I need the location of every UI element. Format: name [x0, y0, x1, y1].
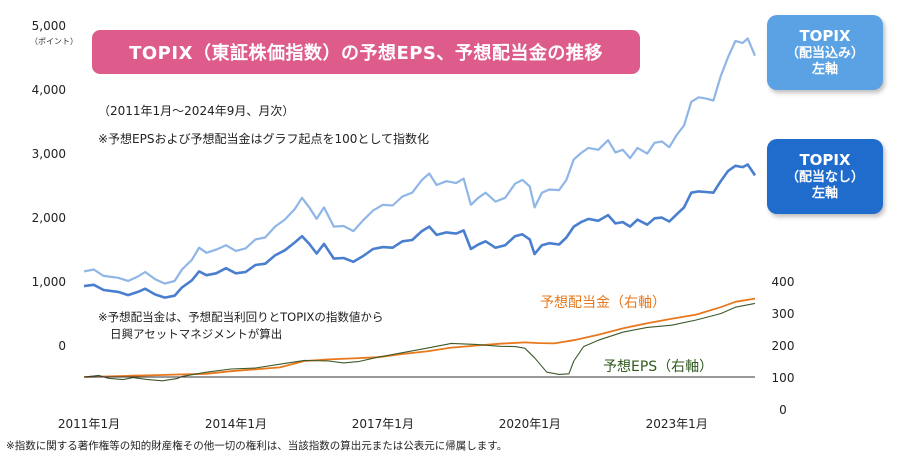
right-tick-label: 0 [779, 403, 787, 417]
left-tick-label: 1,000 [32, 275, 66, 289]
legend-topix-price: TOPIX （配当なし） 左軸 [767, 139, 883, 214]
left-axis-unit: （ポイント） [30, 37, 78, 46]
copyright-footer: ※指数に関する著作権等の知的財産権その他一切の権利は、当該指数の算出元または公表… [6, 440, 508, 452]
series-line-topix-total-return [83, 37, 757, 285]
series-lines [83, 37, 757, 382]
x-tick-label: 2014年1月 [205, 417, 267, 431]
legend-topix-total-return-line3: 左軸 [811, 61, 838, 77]
series-label-eps: 予想EPS（右軸） [603, 359, 713, 375]
right-tick-label: 200 [772, 339, 795, 353]
series-label-dividend: 予想配当金（右軸） [540, 295, 666, 311]
legend-topix-total-return-line1: TOPIX [799, 26, 851, 45]
legend-topix-price-line1: TOPIX [799, 150, 851, 169]
series-line-topix-price [83, 163, 757, 299]
series-line-dividend [83, 297, 756, 378]
left-tick-label: 3,000 [32, 147, 66, 161]
left-tick-label: 2,000 [32, 211, 66, 225]
x-tick-label: 2017年1月 [352, 417, 414, 431]
index-note: ※予想EPSおよび予想配当金はグラフ起点を100として指数化 [98, 132, 430, 146]
right-axis: 0 100 200 300 400 [772, 275, 795, 417]
legend-topix-total-return: TOPIX （配当込み） 左軸 [767, 15, 883, 90]
x-tick-label: 2023年1月 [646, 417, 708, 431]
left-tick-label: 4,000 [32, 83, 66, 97]
legend-topix-total-return-line2: （配当込み） [785, 45, 864, 61]
right-tick-label: 300 [772, 307, 795, 321]
legend-topix-price-line2: （配当なし） [785, 169, 864, 185]
right-tick-label: 400 [772, 275, 795, 289]
left-tick-label: 5,000 [32, 19, 66, 33]
right-tick-label: 100 [772, 371, 795, 385]
method-note-line2: 日興アセットマネジメントが算出 [110, 327, 283, 341]
x-tick-label: 2011年1月 [58, 417, 120, 431]
legend-topix-price-line3: 左軸 [811, 185, 838, 201]
chart-title: TOPIX（東証株価指数）の予想EPS、予想配当金の推移 [92, 30, 640, 74]
left-axis: 0 1,000 2,000 3,000 4,000 5,000 [32, 19, 66, 353]
period-note: （2011年1月～2024年9月、月次） [98, 104, 295, 118]
x-axis: 2011年1月 2014年1月 2017年1月 2020年1月 2023年1月 [58, 417, 708, 431]
left-tick-label: 0 [58, 339, 66, 353]
series-line-eps [83, 302, 756, 382]
x-tick-label: 2020年1月 [499, 417, 561, 431]
method-note-line1: ※予想配当金は、予想配当利回りとTOPIXの指数値から [98, 310, 384, 324]
